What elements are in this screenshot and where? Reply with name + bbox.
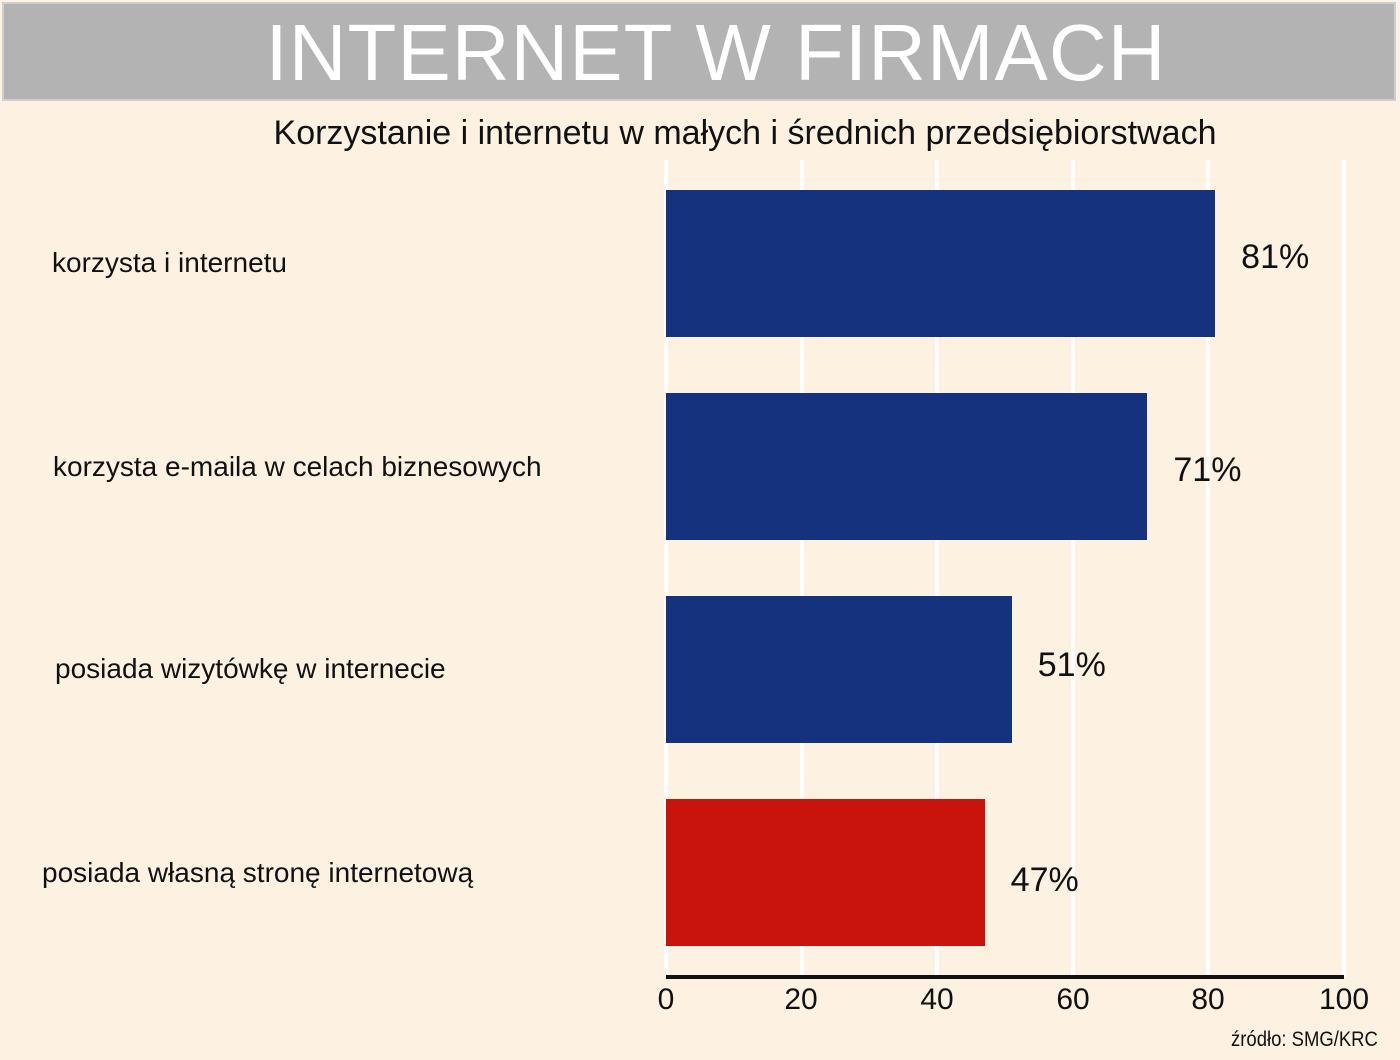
bar-wizytowka [666,596,1012,743]
category-label: posiada wizytówkę w internecie [55,653,446,684]
gridline-40 [935,160,940,977]
x-axis-line [666,975,1344,979]
bar-korzysta-internetu [666,190,1216,337]
x-tick-label: 60 [1056,983,1090,1016]
value-label: 47% [1010,861,1079,899]
chart-title: INTERNET W FIRMACH [265,7,1167,97]
gridline-20 [799,160,804,977]
x-tick-label: 0 [657,983,675,1016]
title-banner: INTERNET W FIRMACH [2,2,1396,101]
bar-wlasna-strona [666,799,985,946]
category-label: posiada własną stronę internetową [42,857,474,888]
bar-korzysta-email [666,393,1148,540]
source-note: źródło: SMG/KRC [1231,1028,1378,1051]
category-label: korzysta e-maila w celach biznesowych [53,451,542,482]
x-tick-label: 20 [784,983,818,1016]
gridline-80 [1206,160,1211,977]
chart-subtitle: Korzystanie i internetu w małych i średn… [273,114,1217,152]
plot-area [664,160,1346,977]
gridline-60 [1070,160,1075,977]
gridline-100 [1342,160,1346,977]
value-label: 81% [1241,238,1310,276]
x-tick-label: 40 [920,983,954,1016]
value-label: 51% [1037,646,1106,684]
x-tick-label: 80 [1191,983,1225,1016]
x-tick-label: 100 [1318,983,1370,1016]
value-label: 71% [1173,451,1242,489]
gridline-0 [664,160,668,977]
category-label: korzysta i internetu [52,247,287,278]
